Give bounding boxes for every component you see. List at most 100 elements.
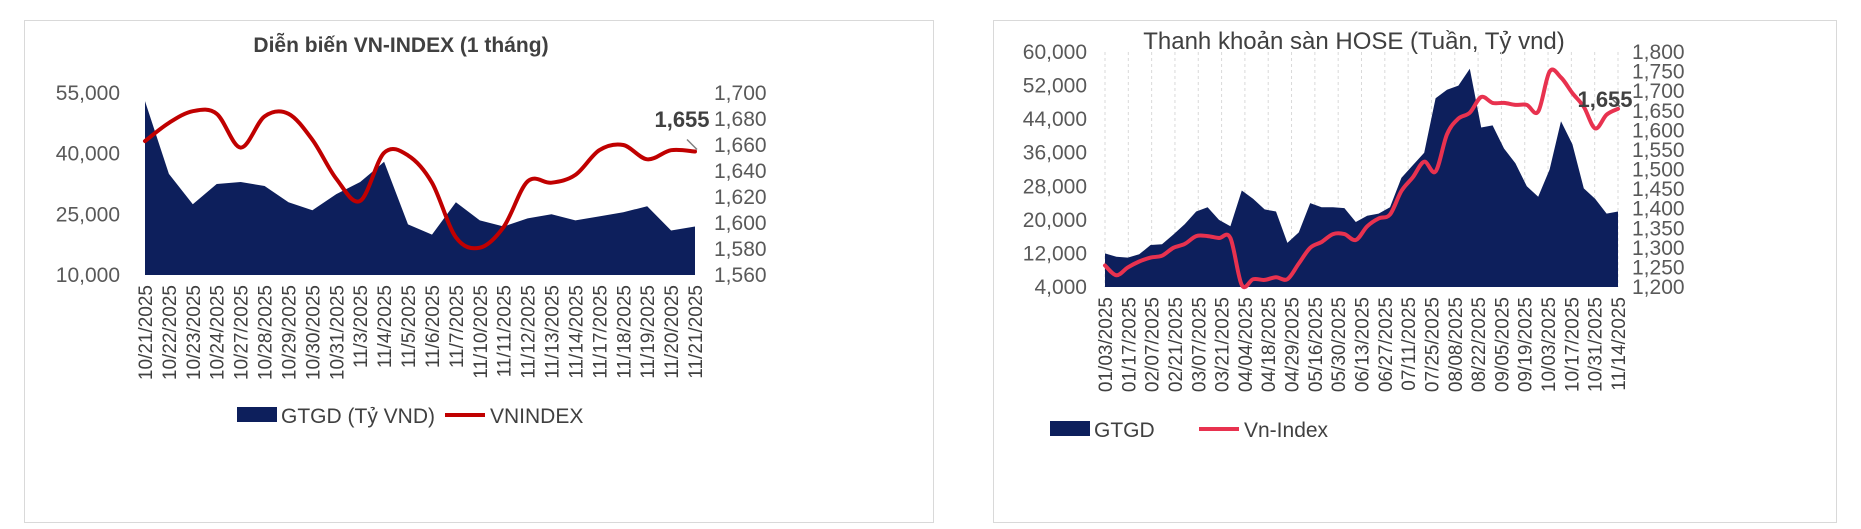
x-axis-tick-label: 11/20/2025 [662, 285, 683, 379]
legend-area-label: GTGD (Tỷ VND) [281, 405, 435, 428]
right-axis-tick: 1,400 [1632, 198, 1685, 221]
x-axis-tick-label: 07/25/2025 [1423, 297, 1444, 392]
x-axis-tick-label: 10/29/2025 [280, 285, 301, 380]
legend-area-swatch [237, 407, 277, 422]
left-axis-tick: 4,000 [1034, 276, 1087, 299]
vnindex-chart-svg: Diễn biến VN-INDEX (1 tháng) 10,000 25,000… [56, 33, 767, 428]
right-axis-tick: 1,660 [714, 134, 767, 157]
left-axis-tick: 55,000 [56, 82, 120, 105]
right-axis-tick: 1,700 [1632, 80, 1685, 103]
vnindex-line-series [143, 107, 697, 251]
x-axis-tick-label: 08/08/2025 [1446, 297, 1467, 392]
right-axis-tick: 1,200 [1632, 276, 1685, 299]
chart-title: Diễn biến VN-INDEX (1 tháng) [253, 33, 548, 57]
right-axis-tick: 1,450 [1632, 178, 1685, 201]
vnindex-1-month-chart: Diễn biến VN-INDEX (1 tháng) 10,000 25,000… [24, 20, 934, 523]
x-axis-tick-label: 09/19/2025 [1516, 297, 1537, 392]
right-axis-tick: 1,680 [714, 108, 767, 131]
x-axis-tick-label: 11/3/2025 [351, 285, 372, 368]
right-axis-tick: 1,560 [714, 264, 767, 287]
legend-area-label: GTGD [1094, 419, 1155, 442]
x-axis-tick-label: 11/17/2025 [590, 285, 611, 379]
x-axis-tick-label: 11/5/2025 [399, 285, 420, 368]
x-axis-tick-label: 10/27/2025 [232, 285, 253, 380]
x-axis-tick-label: 04/04/2025 [1236, 297, 1257, 392]
x-axis-tick-label: 10/28/2025 [256, 285, 277, 380]
x-axis-tick-label: 10/21/2025 [136, 285, 157, 380]
x-axis-tick-label: 11/4/2025 [375, 285, 396, 368]
x-axis-tick-label: 10/03/2025 [1539, 297, 1560, 392]
legend-line-label: Vn-Index [1244, 419, 1329, 442]
right-axis-tick: 1,750 [1632, 61, 1685, 84]
x-axis-tick-label: 05/16/2025 [1306, 297, 1327, 392]
x-axis-tick-label: 10/22/2025 [160, 285, 181, 380]
left-axis-tick: 52,000 [1023, 75, 1087, 98]
right-axis-tick: 1,600 [714, 212, 767, 235]
right-axis-tick: 1,650 [1632, 100, 1685, 123]
vnindex-line-series [1103, 67, 1620, 290]
x-axis-tick-label: 08/22/2025 [1469, 297, 1490, 392]
x-axis-tick-label: 02/07/2025 [1143, 297, 1164, 392]
x-axis-tick-label: 11/19/2025 [638, 285, 659, 379]
x-axis-tick-label: 11/21/2025 [686, 285, 707, 379]
x-axis-tick-label: 03/21/2025 [1213, 297, 1234, 392]
x-axis-tick-label: 10/23/2025 [184, 285, 205, 380]
x-axis-tick-label: 03/07/2025 [1189, 297, 1210, 392]
x-axis-tick-label: 10/30/2025 [303, 285, 324, 380]
x-axis-tick-label: 11/18/2025 [614, 285, 635, 379]
left-axis-tick: 40,000 [56, 143, 120, 166]
last-value-annotation: 1,655 [654, 107, 709, 132]
x-axis-tick-label: 11/6/2025 [423, 285, 444, 368]
right-axis-tick: 1,700 [714, 82, 767, 105]
x-axis-tick-label: 04/18/2025 [1259, 297, 1280, 392]
x-axis-tick-label: 10/24/2025 [208, 285, 229, 380]
x-axis-tick-label: 06/27/2025 [1376, 297, 1397, 392]
x-axis-tick-label: 11/7/2025 [447, 285, 468, 368]
legend-area-swatch [1050, 421, 1090, 436]
right-axis-tick: 1,500 [1632, 159, 1685, 182]
x-axis-tick-label: 11/12/2025 [519, 285, 540, 379]
x-axis-tick-label: 11/14/2025 [1609, 297, 1630, 391]
x-axis-tick-label: 05/30/2025 [1329, 297, 1350, 392]
x-axis-tick-label: 04/29/2025 [1283, 297, 1304, 392]
left-axis-tick: 60,000 [1023, 41, 1087, 64]
hose-chart-svg: Thanh khoản sàn HOSE (Tuần, Tỷ vnd) 4,000… [1023, 28, 1685, 442]
right-axis-tick: 1,620 [714, 186, 767, 209]
right-axis-tick: 1,800 [1632, 41, 1685, 64]
right-axis-tick: 1,350 [1632, 217, 1685, 240]
gtgd-area-series [1105, 68, 1618, 287]
gtgd-area-series [145, 101, 695, 275]
x-axis-tick-label: 11/13/2025 [543, 285, 564, 379]
right-axis-tick: 1,250 [1632, 256, 1685, 279]
right-axis-tick: 1,580 [714, 238, 767, 261]
left-axis-tick: 28,000 [1023, 175, 1087, 198]
x-axis-tick-label: 02/21/2025 [1166, 297, 1187, 392]
left-axis-tick: 44,000 [1023, 108, 1087, 131]
left-axis-tick: 20,000 [1023, 209, 1087, 232]
right-axis-tick: 1,300 [1632, 237, 1685, 260]
x-axis-tick-label: 10/17/2025 [1562, 297, 1583, 392]
left-axis-tick: 36,000 [1023, 142, 1087, 165]
x-axis-tick-label: 11/10/2025 [471, 285, 492, 379]
chart-title: Thanh khoản sàn HOSE (Tuần, Tỷ vnd) [1143, 28, 1565, 55]
annotation-leader-line [1609, 96, 1621, 108]
x-axis-tick-label: 07/11/2025 [1399, 297, 1420, 391]
left-axis-tick: 25,000 [56, 203, 120, 226]
x-axis-tick-label: 11/11/2025 [495, 285, 516, 377]
x-axis-tick-label: 11/14/2025 [566, 285, 587, 379]
annotation-leader-line [686, 138, 698, 151]
left-axis-tick: 12,000 [1023, 242, 1087, 265]
last-value-annotation: 1,655 [1577, 87, 1632, 112]
right-axis-tick: 1,550 [1632, 139, 1685, 162]
right-axis-tick: 1,640 [714, 160, 767, 183]
x-axis-tick-label: 10/31/2025 [1586, 297, 1607, 392]
x-axis-tick-label: 10/31/2025 [327, 285, 348, 380]
x-axis-tick-label: 01/17/2025 [1119, 297, 1140, 392]
legend-line-label: VNINDEX [490, 405, 583, 428]
x-axis-tick-label: 06/13/2025 [1353, 297, 1374, 392]
left-axis-tick: 10,000 [56, 264, 120, 287]
right-axis-tick: 1,600 [1632, 119, 1685, 142]
hose-liquidity-chart: Thanh khoản sàn HOSE (Tuần, Tỷ vnd) 4,000… [993, 20, 1837, 523]
x-axis-tick-label: 01/03/2025 [1096, 297, 1117, 392]
x-axis-tick-label: 09/05/2025 [1492, 297, 1513, 392]
